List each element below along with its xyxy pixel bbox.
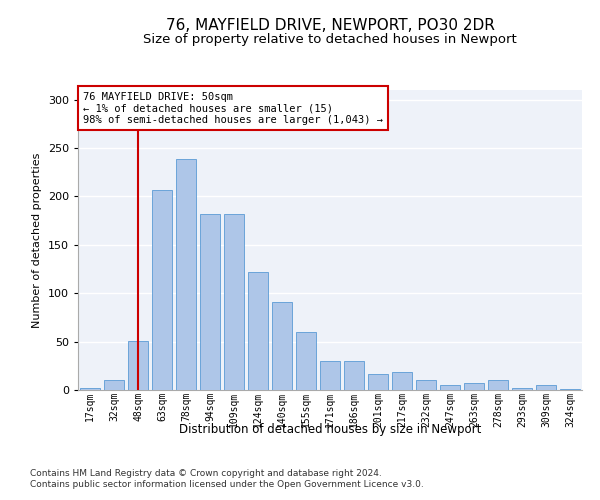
Bar <box>248 272 268 390</box>
Bar <box>464 383 484 390</box>
Bar <box>392 372 412 390</box>
Bar <box>320 361 340 390</box>
Bar <box>200 214 220 390</box>
Text: 76, MAYFIELD DRIVE, NEWPORT, PO30 2DR: 76, MAYFIELD DRIVE, NEWPORT, PO30 2DR <box>166 18 494 32</box>
Bar <box>104 380 124 390</box>
Bar <box>152 190 172 390</box>
Bar <box>272 302 292 390</box>
Bar <box>176 158 196 390</box>
Bar <box>440 385 460 390</box>
Bar <box>488 380 508 390</box>
Text: Distribution of detached houses by size in Newport: Distribution of detached houses by size … <box>179 422 481 436</box>
Bar <box>80 388 100 390</box>
Y-axis label: Number of detached properties: Number of detached properties <box>32 152 42 328</box>
Text: Contains public sector information licensed under the Open Government Licence v3: Contains public sector information licen… <box>30 480 424 489</box>
Bar <box>296 332 316 390</box>
Bar <box>560 389 580 390</box>
Bar <box>344 361 364 390</box>
Text: Contains HM Land Registry data © Crown copyright and database right 2024.: Contains HM Land Registry data © Crown c… <box>30 468 382 477</box>
Bar <box>128 340 148 390</box>
Bar <box>224 214 244 390</box>
Bar <box>536 385 556 390</box>
Text: 76 MAYFIELD DRIVE: 50sqm
← 1% of detached houses are smaller (15)
98% of semi-de: 76 MAYFIELD DRIVE: 50sqm ← 1% of detache… <box>83 92 383 124</box>
Bar <box>416 380 436 390</box>
Bar <box>368 374 388 390</box>
Bar <box>512 388 532 390</box>
Text: Size of property relative to detached houses in Newport: Size of property relative to detached ho… <box>143 32 517 46</box>
